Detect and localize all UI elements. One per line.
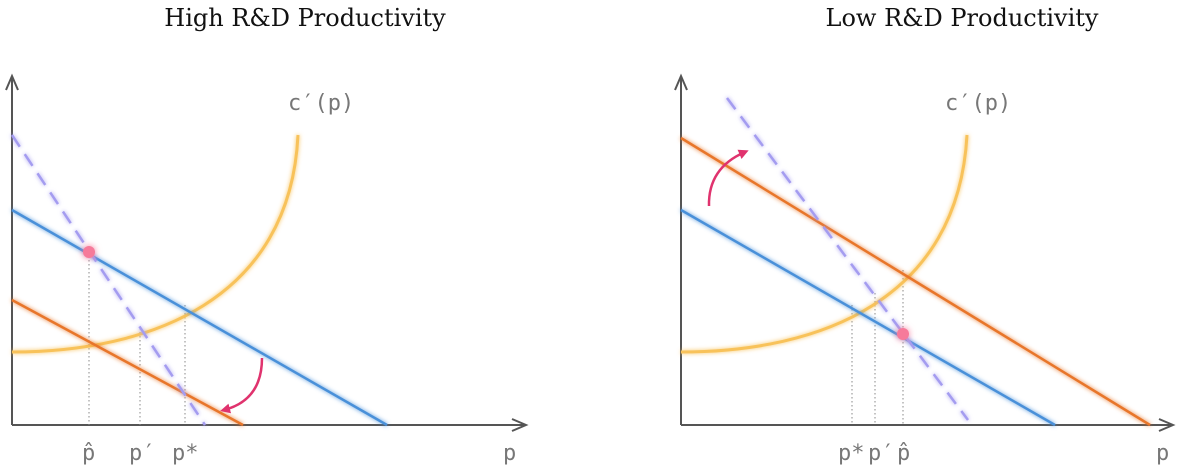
left-rotation-arrow	[220, 357, 264, 414]
left-panel: c′(p) p̂ p′ p* p	[5, 73, 529, 466]
right-tick-label-pprime: p′	[868, 441, 895, 466]
left-blue-line	[11, 208, 388, 427]
left-orange-line	[11, 298, 244, 427]
right-x-axis-label: p	[1156, 441, 1169, 466]
right-highlight-dot	[897, 328, 909, 340]
left-cost-curve-label: c′(p)	[288, 91, 354, 116]
left-tick-label-phat: p̂	[82, 441, 95, 466]
right-orange-line	[680, 136, 1151, 427]
right-rotation-arrow	[707, 149, 749, 207]
right-tick-label-pstar: p*	[838, 441, 865, 466]
left-dashed-line	[10, 134, 207, 426]
right-panel: c′(p) p* p′ p̂ p	[674, 73, 1176, 466]
right-cost-curve	[680, 134, 969, 354]
right-panel-title: Low R&D Productivity	[825, 4, 1099, 32]
left-panel-title: High R&D Productivity	[164, 4, 446, 32]
right-cost-curve-label: c′(p)	[945, 91, 1011, 116]
left-tick-label-pprime: p′	[129, 441, 156, 466]
right-x-axis-arrowhead	[1158, 418, 1176, 432]
right-y-axis-arrowhead	[674, 73, 688, 91]
left-x-axis-arrowhead	[511, 418, 529, 432]
left-y-axis-arrowhead	[5, 73, 19, 91]
left-highlight-dot	[83, 246, 95, 258]
right-dashed-line	[725, 97, 970, 421]
right-blue-line	[680, 208, 1056, 427]
right-tick-label-phat: p̂	[897, 441, 910, 466]
left-tick-label-pstar: p*	[172, 441, 199, 466]
left-x-axis-label: p	[503, 441, 516, 466]
left-cost-curve	[11, 134, 300, 354]
